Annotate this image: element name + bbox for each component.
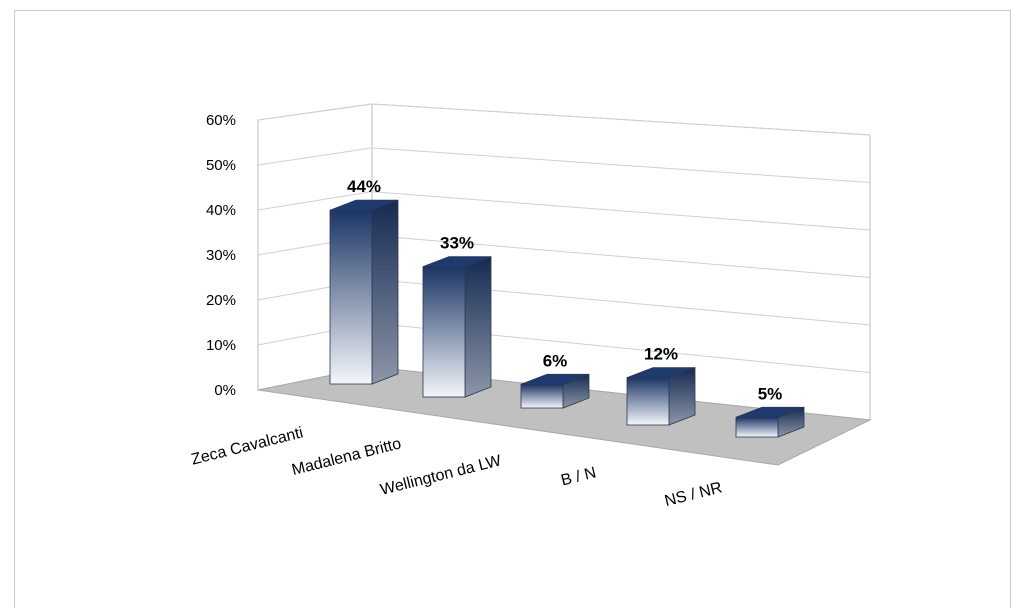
data-label: 12% xyxy=(644,345,678,364)
bar: 44% xyxy=(329,177,399,385)
data-label: 44% xyxy=(347,177,381,196)
chart-frame xyxy=(14,10,1011,608)
bar-top xyxy=(626,367,696,379)
y-tick-label: 20% xyxy=(206,292,236,309)
x-category-label: Madalena Britto xyxy=(290,435,403,479)
y-tick-label: 0% xyxy=(214,382,236,399)
bar-front xyxy=(520,383,564,409)
y-tick-label: 40% xyxy=(206,202,236,219)
x-category-label: Wellington da LW xyxy=(379,452,504,499)
gridline xyxy=(257,191,871,231)
bar-top xyxy=(422,256,492,268)
gridline xyxy=(257,147,871,183)
y-tick-label: 60% xyxy=(206,112,236,129)
bar: 12% xyxy=(626,345,696,426)
bar: 5% xyxy=(735,384,805,438)
bar-front xyxy=(735,416,779,438)
x-category-label: Zeca Cavalcanti xyxy=(190,424,305,468)
data-label: 5% xyxy=(758,384,783,403)
x-category-label: NS / NR xyxy=(663,479,724,510)
data-label: 33% xyxy=(440,234,474,253)
bar-top xyxy=(520,373,590,385)
bar-front xyxy=(422,266,466,398)
data-label: 6% xyxy=(543,351,568,370)
bar: 6% xyxy=(520,351,590,409)
bar-side xyxy=(371,199,399,385)
bar-side xyxy=(464,256,492,398)
y-tick-label: 30% xyxy=(206,247,236,264)
bar-top xyxy=(735,406,805,418)
bar-top xyxy=(329,199,399,211)
bar-front xyxy=(329,209,373,385)
x-category-label: B / N xyxy=(559,464,598,489)
bars: 44% 33% 6% 12% 5% xyxy=(329,177,805,438)
y-tick-label: 50% xyxy=(206,157,236,174)
y-axis-ticks: 0% 10% 20% 30% 40% 50% 60% xyxy=(206,112,236,399)
bar-front xyxy=(626,377,670,426)
bar: 33% xyxy=(422,234,492,398)
gridline xyxy=(257,103,871,136)
y-tick-label: 10% xyxy=(206,337,236,354)
